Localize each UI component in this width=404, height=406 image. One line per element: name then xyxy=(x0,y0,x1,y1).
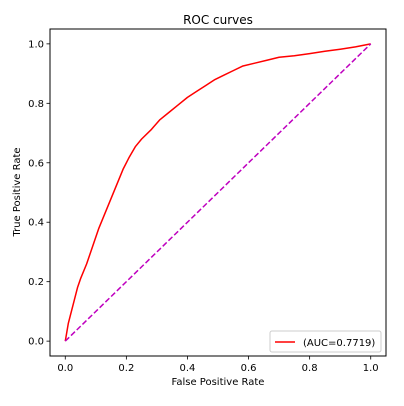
x-axis-label: False Positive Rate xyxy=(172,377,265,388)
plot-frame xyxy=(49,28,387,357)
y-tick-label: 0.2 xyxy=(28,277,44,288)
roc-curve-line xyxy=(64,43,371,342)
y-axis-label: True Positive Rate xyxy=(12,147,23,237)
x-tick-label: 0.8 xyxy=(302,363,318,374)
legend-label: (AUC=0.7719) xyxy=(303,338,375,349)
y-tick-label: 0.4 xyxy=(28,218,44,229)
y-tick-label: 0.8 xyxy=(28,99,44,110)
x-tick-label: 0.6 xyxy=(241,363,257,374)
diagonal-reference-line xyxy=(64,43,372,342)
series-layer xyxy=(64,43,372,342)
y-tick-label: 0.0 xyxy=(28,337,44,348)
legend-box xyxy=(269,330,382,353)
x-tick-label: 0.2 xyxy=(118,363,134,374)
x-tick-label: 0.0 xyxy=(57,363,73,374)
y-axis-ticks: 0.0 0.2 0.4 0.6 0.8 1.0 xyxy=(28,39,50,348)
legend: (AUC=0.7719) xyxy=(269,330,382,353)
chart-title: ROC curves xyxy=(183,13,253,27)
x-tick-label: 1.0 xyxy=(363,363,379,374)
x-axis-ticks: 0.0 0.2 0.4 0.6 0.8 1.0 xyxy=(57,356,379,374)
y-tick-label: 0.6 xyxy=(28,158,44,169)
y-tick-label: 1.0 xyxy=(28,39,44,50)
x-tick-label: 0.4 xyxy=(180,363,196,374)
